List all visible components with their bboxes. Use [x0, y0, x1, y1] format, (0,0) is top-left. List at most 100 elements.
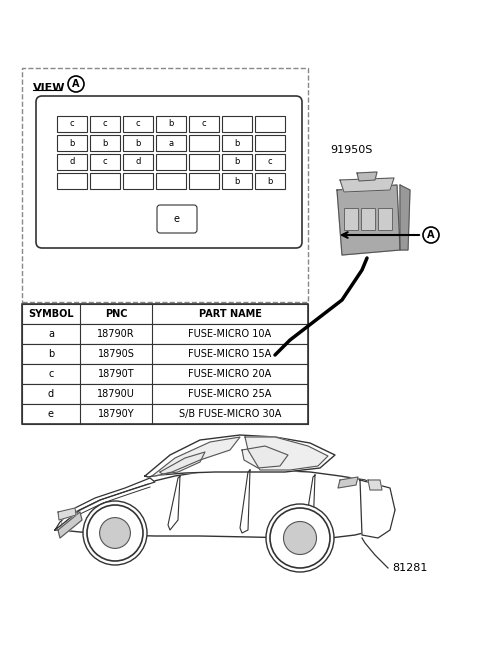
Polygon shape: [340, 178, 394, 192]
Text: c: c: [70, 119, 74, 129]
Text: e: e: [174, 214, 180, 224]
Text: b: b: [135, 138, 141, 148]
Bar: [156, 135, 186, 151]
Text: e: e: [48, 409, 54, 419]
Bar: [222, 135, 252, 151]
Polygon shape: [152, 437, 240, 476]
Polygon shape: [357, 172, 377, 181]
Polygon shape: [58, 508, 76, 520]
Polygon shape: [145, 435, 335, 477]
Bar: [57, 173, 87, 189]
Bar: [123, 116, 153, 132]
Bar: [222, 173, 252, 189]
Bar: [90, 154, 120, 170]
Text: b: b: [234, 176, 240, 186]
Bar: [123, 135, 153, 151]
FancyBboxPatch shape: [157, 205, 197, 233]
Bar: [57, 135, 87, 151]
Polygon shape: [242, 446, 288, 468]
Bar: [90, 173, 120, 189]
Polygon shape: [55, 470, 395, 538]
Polygon shape: [58, 512, 82, 538]
Text: d: d: [135, 157, 141, 167]
Bar: [22, 404, 308, 424]
Text: a: a: [168, 138, 174, 148]
Bar: [222, 116, 252, 132]
Text: b: b: [234, 157, 240, 167]
Text: d: d: [69, 157, 75, 167]
Bar: [90, 135, 120, 151]
Text: a: a: [48, 329, 54, 339]
Bar: [22, 304, 308, 324]
Bar: [22, 364, 308, 384]
Bar: [189, 154, 219, 170]
Text: b: b: [48, 349, 54, 359]
Bar: [255, 135, 285, 151]
Text: b: b: [267, 176, 273, 186]
Text: c: c: [268, 157, 272, 167]
Polygon shape: [360, 480, 395, 538]
Text: PART NAME: PART NAME: [199, 309, 262, 319]
Text: c: c: [103, 157, 108, 167]
Circle shape: [270, 508, 330, 568]
Text: c: c: [136, 119, 140, 129]
Bar: [344, 208, 358, 230]
Bar: [255, 173, 285, 189]
Text: b: b: [69, 138, 75, 148]
Bar: [22, 324, 308, 344]
Text: 91950S: 91950S: [330, 145, 372, 155]
Text: 18790U: 18790U: [97, 389, 135, 399]
Text: VIEW: VIEW: [33, 83, 65, 93]
Circle shape: [284, 522, 316, 554]
Bar: [123, 173, 153, 189]
FancyBboxPatch shape: [36, 96, 302, 248]
Polygon shape: [400, 185, 410, 250]
Bar: [22, 384, 308, 404]
Text: PNC: PNC: [105, 309, 127, 319]
Text: c: c: [103, 119, 108, 129]
Text: b: b: [234, 138, 240, 148]
Bar: [22, 304, 308, 424]
Bar: [255, 154, 285, 170]
Text: b: b: [168, 119, 174, 129]
Bar: [90, 116, 120, 132]
Circle shape: [83, 501, 147, 565]
Bar: [361, 208, 375, 230]
Text: c: c: [48, 369, 54, 379]
Text: 81281: 81281: [392, 563, 427, 573]
Circle shape: [87, 505, 143, 561]
Bar: [222, 154, 252, 170]
Bar: [189, 116, 219, 132]
Bar: [57, 116, 87, 132]
Text: FUSE-MICRO 25A: FUSE-MICRO 25A: [188, 389, 272, 399]
Text: b: b: [102, 138, 108, 148]
Bar: [156, 154, 186, 170]
Text: SYMBOL: SYMBOL: [28, 309, 74, 319]
Bar: [156, 173, 186, 189]
Bar: [189, 135, 219, 151]
Bar: [22, 68, 308, 302]
Bar: [189, 173, 219, 189]
Polygon shape: [338, 477, 358, 488]
Polygon shape: [55, 478, 155, 530]
Text: A: A: [427, 230, 435, 240]
Bar: [22, 344, 308, 364]
Text: FUSE-MICRO 15A: FUSE-MICRO 15A: [188, 349, 272, 359]
Polygon shape: [160, 452, 205, 474]
Bar: [378, 208, 392, 230]
Circle shape: [100, 518, 131, 548]
Text: FUSE-MICRO 20A: FUSE-MICRO 20A: [188, 369, 272, 379]
Text: 18790R: 18790R: [97, 329, 135, 339]
Text: c: c: [202, 119, 206, 129]
Text: FUSE-MICRO 10A: FUSE-MICRO 10A: [189, 329, 272, 339]
Polygon shape: [337, 185, 400, 255]
Bar: [57, 154, 87, 170]
Bar: [156, 116, 186, 132]
Text: S/B FUSE-MICRO 30A: S/B FUSE-MICRO 30A: [179, 409, 281, 419]
Bar: [123, 154, 153, 170]
Polygon shape: [368, 480, 382, 490]
Polygon shape: [245, 437, 328, 470]
Circle shape: [266, 504, 334, 572]
Text: 18790S: 18790S: [97, 349, 134, 359]
Text: A: A: [72, 79, 80, 89]
